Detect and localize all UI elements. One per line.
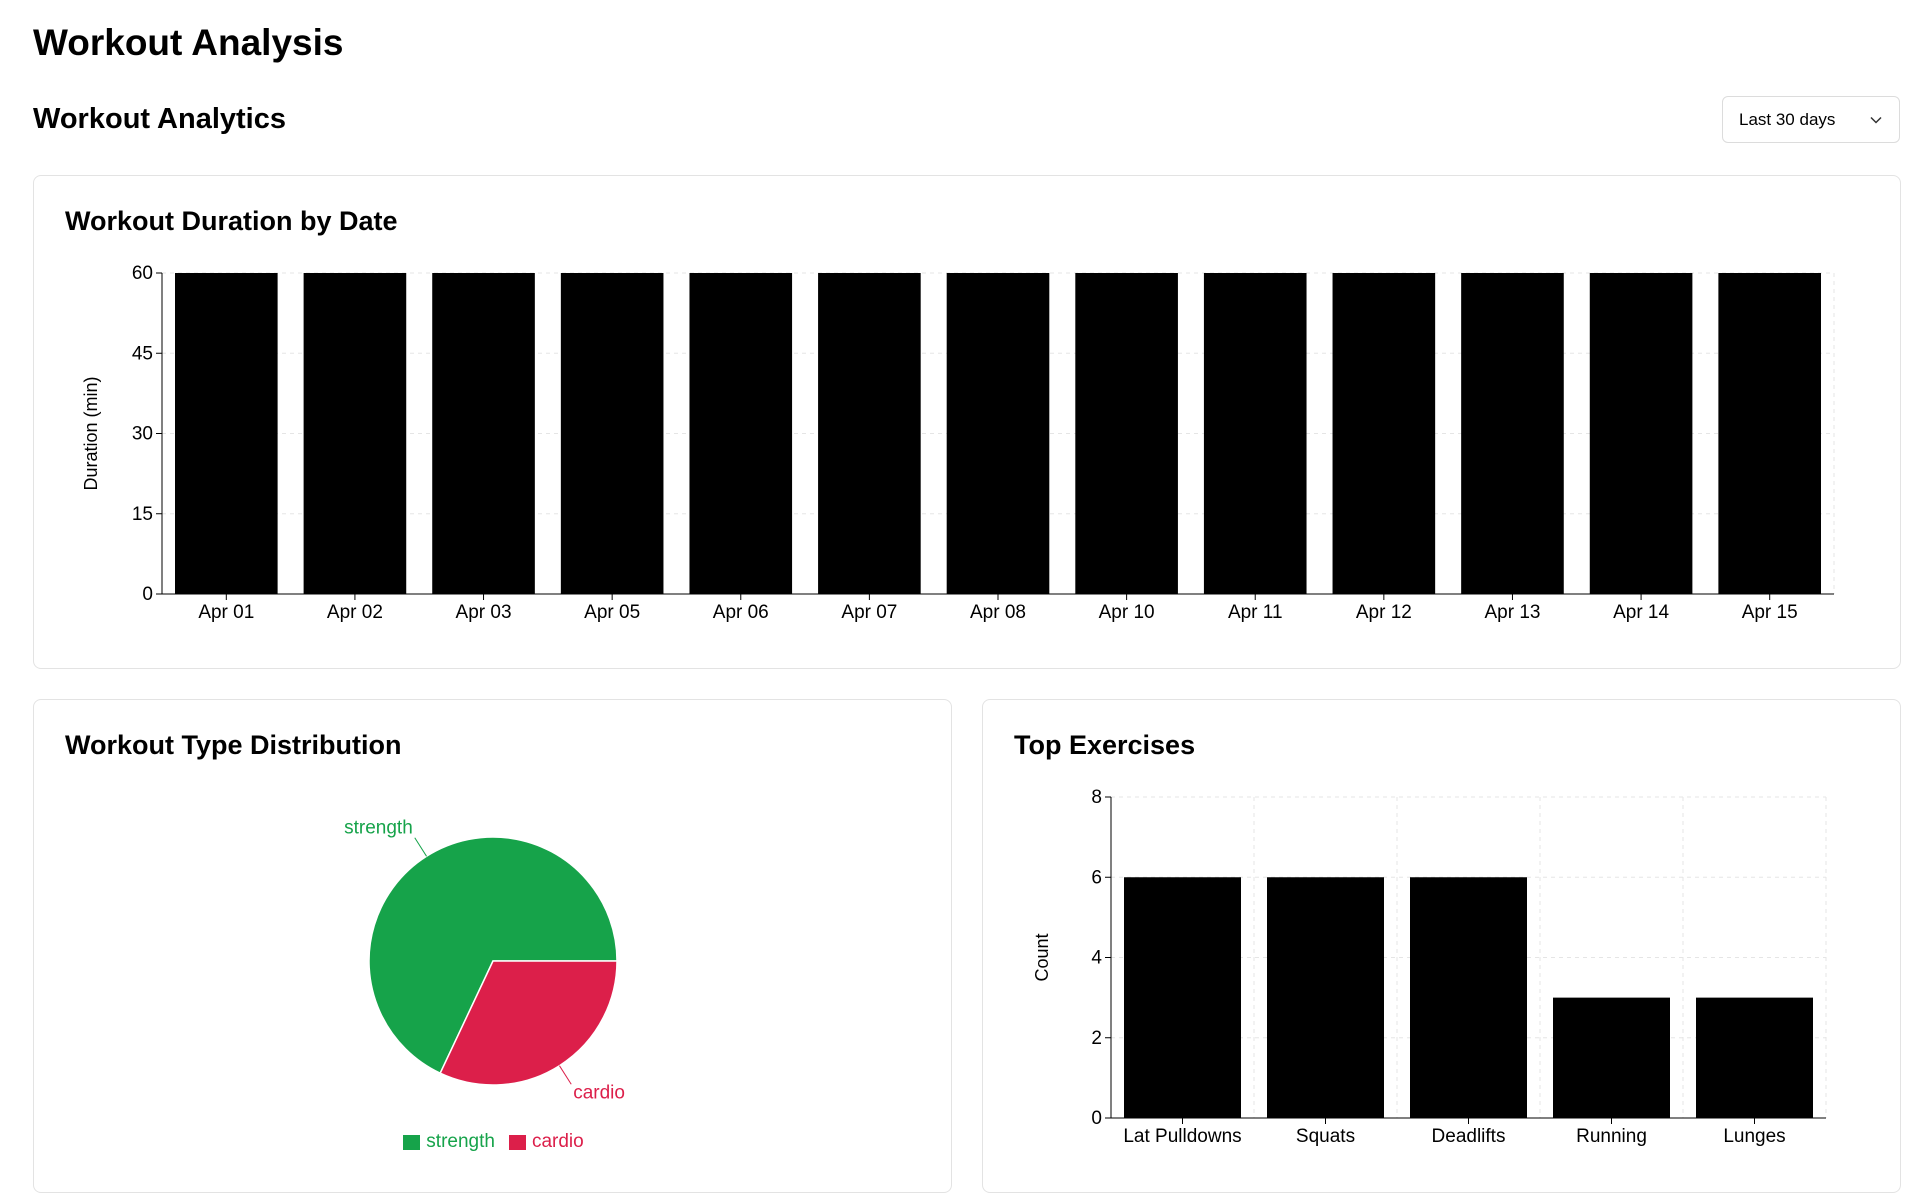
x-tick-label: Apr 01 [198,602,254,623]
bar [1718,273,1821,594]
x-tick-label: Apr 14 [1613,602,1669,623]
top-exercises-card: Top Exercises 0 2 4 6 8 Lat Pulldowns Squats De… [982,699,1901,1193]
pie-slice-strength [368,836,618,1075]
pie-slice-cardio [439,960,618,1086]
bar [1075,273,1178,594]
bar [175,273,278,594]
duration-chart-card: Workout Duration by Date 0 15 30 45 60 Apr 01… [33,175,1901,669]
bar [946,273,1050,594]
pie-label-leader [414,837,427,857]
x-tick-label: Apr 08 [970,602,1026,623]
bar [432,273,535,594]
x-tick-label: Apr 12 [1356,602,1412,623]
x-tick-label: Apr 06 [713,602,769,623]
date-range-select[interactable]: Last 30 days [1722,96,1900,143]
x-tick-label: Apr 03 [456,602,512,623]
x-tick-label: Lunges [1723,1126,1785,1147]
bar [689,273,793,594]
type-distribution-card: Workout Type Distribution strength cardio… [33,699,952,1193]
pie-label-leader [559,1065,572,1085]
bar [303,273,407,594]
pie-label-cardio: cardio [573,1082,625,1103]
card-title: Top Exercises [1014,730,1196,760]
y-axis-label: Duration (min) [81,376,101,490]
bar [560,273,664,594]
bar [1553,997,1670,1118]
legend-item-cardio: cardio [508,1131,584,1153]
card-title: Workout Duration by Date [65,206,398,236]
y-tick-label: 4 [1091,948,1102,969]
section-title: Workout Analytics [33,103,286,135]
top-exercises-bar-chart: 0 2 4 6 8 Lat Pulldowns Squats Deadlifts Running… [1032,787,1827,1147]
bar [1461,273,1564,594]
y-tick-label: 30 [132,424,153,445]
legend-swatch [508,1134,526,1150]
x-tick-label: Apr 02 [327,602,383,623]
bar [1203,273,1307,594]
y-tick-label: 6 [1091,867,1102,888]
date-range-value: Last 30 days [1739,109,1836,129]
x-tick-label: Squats [1296,1126,1355,1147]
duration-bar-chart: 0 15 30 45 60 Apr 01 Apr 02 Apr 03 Apr 05 Apr 06 A… [81,263,1835,623]
type-pie-chart: strength cardio [344,818,625,1104]
y-tick-label: 2 [1091,1028,1102,1049]
y-tick-label: 0 [142,584,153,605]
x-tick-label: Apr 07 [841,602,897,623]
chevron-down-icon [1853,116,1899,124]
page-title: Workout Analysis [33,22,344,63]
legend-item-strength: strength [403,1131,495,1153]
x-tick-label: Apr 15 [1742,602,1798,623]
y-tick-label: 15 [132,504,153,525]
bar [1696,997,1813,1118]
legend-swatch [403,1134,421,1150]
bar [1410,877,1527,1118]
bar [818,273,921,594]
legend-label: cardio [531,1131,584,1152]
pie-legend: strength cardio [34,1131,953,1153]
x-tick-label: Apr 10 [1099,602,1155,623]
bar [1124,877,1241,1118]
x-tick-label: Running [1576,1126,1647,1147]
pie-label-strength: strength [344,818,413,839]
bar [1332,273,1436,594]
y-tick-label: 0 [1091,1108,1102,1129]
x-tick-label: Apr 13 [1484,602,1540,623]
x-tick-label: Apr 05 [584,602,640,623]
bar [1589,273,1693,594]
legend-label: strength [426,1131,495,1152]
y-axis-label: Count [1032,933,1052,981]
card-title: Workout Type Distribution [65,730,402,760]
y-tick-label: 8 [1091,787,1102,808]
bar [1267,877,1384,1118]
y-tick-label: 45 [132,343,153,364]
x-tick-label: Apr 11 [1228,602,1283,623]
x-tick-label: Lat Pulldowns [1123,1126,1241,1147]
y-tick-label: 60 [132,263,153,284]
x-tick-label: Deadlifts [1432,1126,1506,1147]
